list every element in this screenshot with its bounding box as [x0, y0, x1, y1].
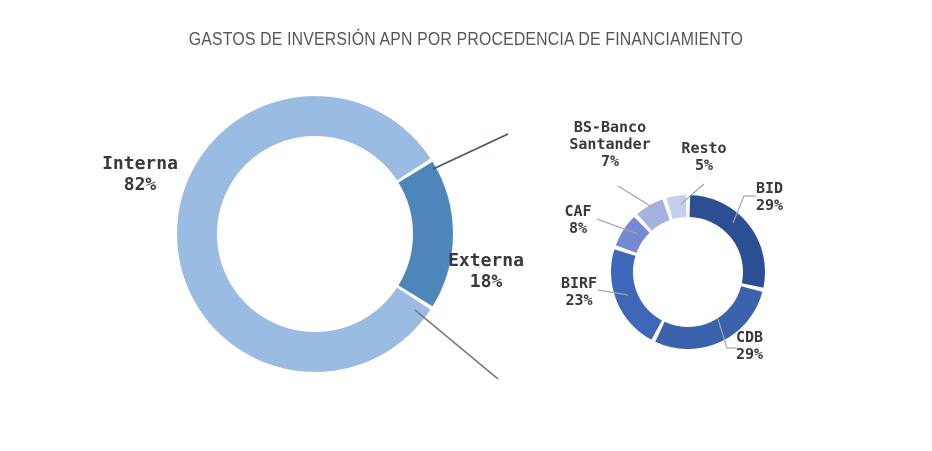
label-bid-pct: 29% — [756, 196, 784, 214]
right-donut-segment-resto — [666, 195, 687, 220]
label-caf-pct: 8% — [568, 219, 588, 237]
label-bs-banco-santander: BS-Banco Santander 7% — [569, 119, 650, 170]
chart-title: GASTOS DE INVERSIÓN APN POR PROCEDENCIA … — [0, 29, 932, 50]
leader-line-cdb — [717, 318, 737, 349]
chart-title-text: GASTOS DE INVERSIÓN APN POR PROCEDENCIA … — [188, 29, 744, 49]
label-resto: Resto 5% — [681, 140, 726, 174]
label-cdb-name: CDB — [736, 328, 764, 346]
label-bid: BID 29% — [756, 180, 783, 214]
label-bs-line1: BS-Banco — [573, 118, 647, 136]
right-donut-segment-cdb — [655, 285, 763, 349]
label-birf: BIRF 23% — [561, 275, 597, 309]
right-donut-segment-bs-banco-santander — [637, 199, 671, 231]
label-caf-name: CAF — [564, 202, 592, 220]
leader-line-birf — [597, 289, 629, 296]
label-resto-pct: 5% — [694, 156, 714, 174]
label-externa-pct: 18% — [469, 271, 503, 292]
leader-line-bid — [732, 195, 756, 224]
connector-line-top — [432, 133, 509, 170]
leader-lines-group — [596, 183, 756, 349]
leader-line-resto — [680, 183, 705, 205]
connector-line-bottom — [414, 309, 499, 380]
label-birf-pct: 23% — [565, 291, 593, 309]
right-donut-segment-caf — [615, 216, 650, 254]
donut-segments-group — [177, 96, 765, 372]
label-cdb: CDB 29% — [736, 329, 763, 363]
label-caf: CAF 8% — [564, 203, 591, 237]
label-bs-pct: 7% — [600, 152, 620, 170]
label-interna-pct: 82% — [123, 174, 157, 195]
label-externa-name: Externa — [448, 250, 524, 271]
label-birf-name: BIRF — [560, 274, 598, 292]
left-donut-segment-interna — [177, 96, 431, 372]
label-externa: Externa 18% — [448, 250, 524, 292]
right-donut-segment-birf — [611, 249, 663, 340]
leader-line-caf — [596, 218, 639, 235]
left-donut-segment-externa — [398, 161, 453, 307]
label-interna-name: Interna — [102, 153, 178, 174]
label-bs-line2: Santander — [569, 135, 651, 153]
label-bid-name: BID — [756, 179, 784, 197]
right-donut-segment-bid — [689, 195, 765, 288]
label-interna: Interna 82% — [102, 153, 178, 195]
label-cdb-pct: 29% — [736, 345, 764, 363]
leader-line-bs-banco-santander — [617, 185, 653, 208]
label-resto-name: Resto — [681, 139, 727, 157]
